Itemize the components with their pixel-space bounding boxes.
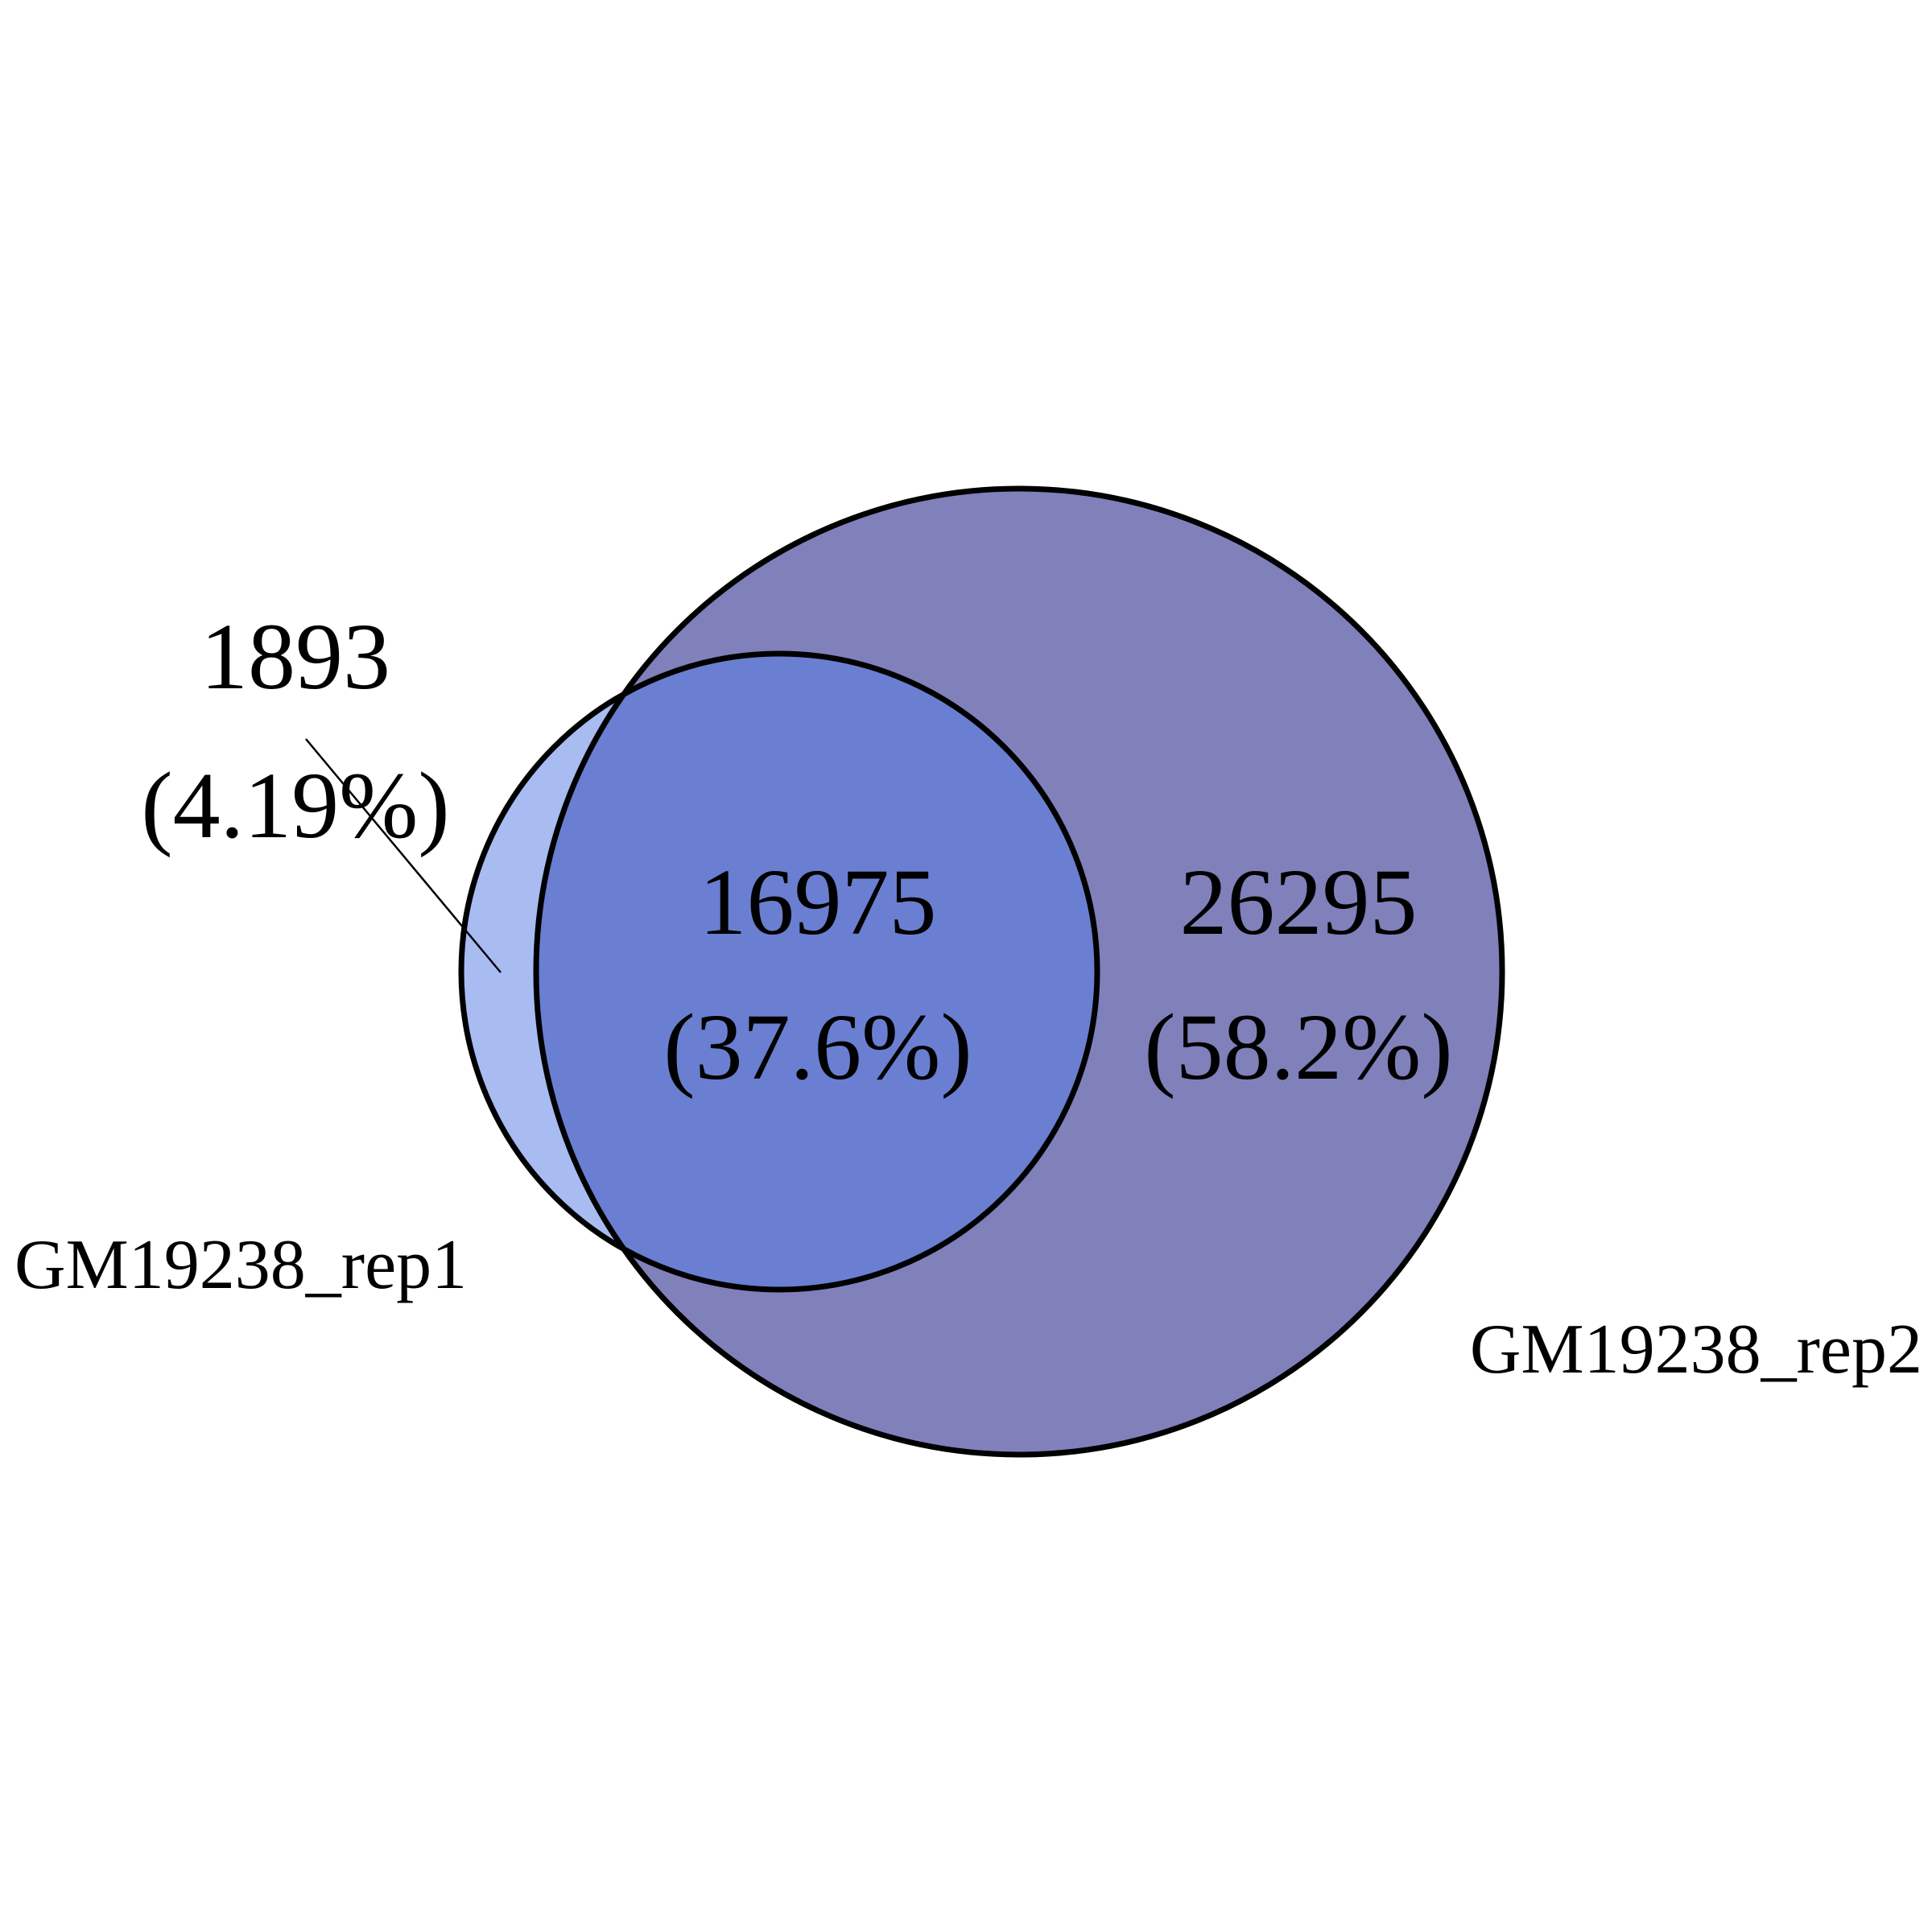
intersection-percent: (37.6%)	[663, 994, 972, 1100]
rep1-only-percent: (4.19%)	[141, 753, 449, 858]
intersection-count: 16975	[700, 849, 937, 955]
rep1-circle-outline	[458, 650, 1100, 1293]
intersection-fill	[536, 654, 1097, 1290]
rep1-only-leader-line	[305, 738, 502, 973]
rep1-only-count: 1893	[200, 604, 390, 709]
set-label-rep2: GM19238_rep2	[1470, 1311, 1922, 1389]
rep2-only-percent: (58.2%)	[1144, 994, 1452, 1100]
set-label-rep1: GM19238_rep1	[14, 1226, 467, 1304]
rep2-only-count: 26295	[1180, 849, 1418, 955]
rep2-circle-outline	[533, 485, 1505, 1458]
